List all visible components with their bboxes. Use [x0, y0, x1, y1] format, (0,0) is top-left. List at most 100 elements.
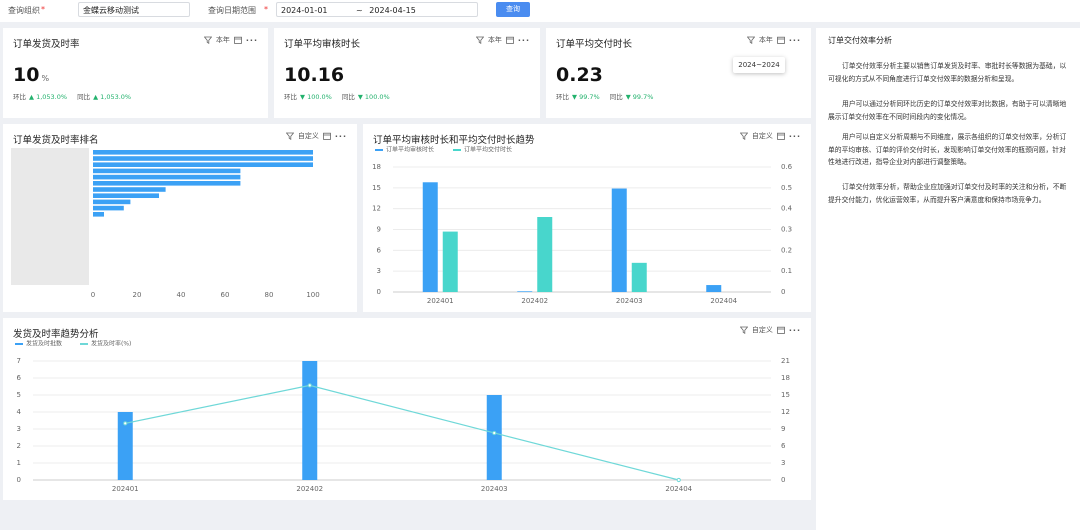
calendar-icon[interactable]: [776, 132, 785, 140]
more-menu[interactable]: ···: [789, 326, 801, 335]
dot: ·: [792, 325, 797, 335]
x-tick-label: 60: [221, 291, 230, 299]
mom-value: ▼ 99.7%: [572, 93, 600, 101]
value: 10.16: [284, 64, 345, 86]
more-menu[interactable]: ···: [335, 132, 347, 141]
mom-label: 环比: [556, 93, 569, 101]
card-title: 订单平均交付时长: [556, 39, 633, 50]
period[interactable]: 自定义: [751, 326, 773, 334]
x-tick-label: 202402: [296, 485, 323, 493]
yoy-value: ▼ 100.0%: [357, 93, 390, 101]
y-tick-label: 1: [17, 459, 21, 467]
date-start: 2024-01-01: [281, 6, 328, 15]
y2-tick-label: 15: [781, 391, 790, 399]
period[interactable]: 本年: [215, 36, 230, 44]
y-tick-label: 5: [17, 391, 21, 399]
y2-tick-label: 0: [781, 288, 785, 296]
card-tools: 本年 ···: [475, 35, 530, 45]
y-tick-label: 18: [372, 163, 381, 171]
period[interactable]: 本年: [487, 36, 502, 44]
calendar-icon[interactable]: [233, 36, 242, 44]
x-tick-label: 202402: [521, 297, 548, 305]
y-tick-label: 0: [377, 288, 381, 296]
y2-tick-label: 0.1: [781, 267, 792, 275]
y-tick-label: 0: [17, 476, 21, 484]
date-input[interactable]: 2024-01-01 ~ 2024-04-15: [276, 2, 478, 17]
x-tick-label: 80: [265, 291, 274, 299]
more-menu[interactable]: ···: [246, 36, 258, 45]
comparison: 环比 ▲ 1,053.0% 同比 ▲ 1,053.0%: [13, 91, 141, 101]
filter-icon[interactable]: [203, 36, 212, 44]
chart: 发货及时批数 发货及时率(%)01234567036912151821202401…: [15, 340, 790, 493]
period[interactable]: 自定义: [751, 132, 773, 140]
filter-icon[interactable]: [475, 36, 484, 44]
filter-icon[interactable]: [746, 36, 755, 44]
chart-title: 发货及时率趋势分析: [13, 329, 99, 340]
comparison: 环比 ▼ 99.7% 同比 ▼ 99.7%: [556, 91, 663, 101]
bar: [93, 156, 313, 161]
x-tick-label: 202401: [112, 485, 139, 493]
card-tools: 本年 ···: [203, 35, 258, 45]
calendar-icon[interactable]: [776, 36, 785, 44]
y2-tick-label: 6: [781, 442, 786, 450]
bar: [93, 174, 241, 180]
more-menu[interactable]: ···: [518, 36, 530, 45]
mom-value: ▼ 100.0%: [300, 93, 332, 101]
chart-card: 发货及时率趋势分析 自定义 ··· 发货及时批数 发货及时率(%) 0 1 2 3 4 5 6 7 0 3 6…: [3, 318, 811, 500]
y2-tick-label: 0.5: [781, 184, 792, 192]
y-tick-label: 3: [17, 425, 21, 433]
x-tick-label: 40: [177, 291, 186, 299]
bar: [93, 212, 104, 217]
period[interactable]: 自定义: [297, 132, 319, 140]
kpi-value: 10.16: [284, 64, 344, 86]
calendar: [776, 36, 785, 44]
tooltip: 2024~2024: [733, 57, 785, 73]
card-tools: 本年 ···: [746, 35, 801, 45]
y-tick-label: 4: [17, 408, 22, 416]
bar: [517, 291, 533, 292]
x-tick-label: 202401: [427, 297, 454, 305]
dot: ·: [249, 35, 254, 45]
filter-icon[interactable]: [739, 326, 748, 334]
calendar-icon[interactable]: [505, 36, 514, 44]
dot: ·: [792, 131, 797, 141]
x-tick-label: 100: [306, 291, 319, 299]
filter-icon[interactable]: [739, 132, 748, 140]
value: 0.23: [556, 64, 603, 86]
dot: ·: [525, 35, 530, 45]
bar: [422, 182, 438, 292]
query-button[interactable]: 查询: [496, 2, 530, 17]
calendar-icon[interactable]: [776, 326, 785, 334]
y-tick-label: 9: [377, 226, 381, 234]
point: [492, 430, 497, 436]
mom-value: ▲ 1,053.0%: [29, 93, 68, 101]
yoy-label: 同比: [77, 93, 91, 101]
card-tools: 自定义 ···: [285, 131, 347, 141]
filter-icon[interactable]: [285, 132, 294, 140]
bar: [93, 187, 166, 192]
paragraph: 用户可以自定义分析周期与不同维度，展示各组织的订单交付效率，分析订单的平均审核、…: [828, 133, 1067, 166]
calendar-icon[interactable]: [322, 132, 331, 140]
y2-tick-label: 0.6: [781, 163, 793, 171]
date-sep: ~: [356, 6, 363, 15]
x-tick-label: 0: [91, 291, 95, 299]
dot: ·: [245, 35, 250, 45]
more-menu[interactable]: ···: [789, 132, 801, 141]
dot: ·: [796, 35, 801, 45]
x-tick-label: 202404: [710, 297, 737, 305]
period[interactable]: 本年: [758, 36, 773, 44]
y2-tick-label: 0: [781, 476, 785, 484]
required-mark: *: [41, 5, 45, 14]
bar: [93, 205, 124, 211]
dot: ·: [342, 131, 347, 141]
bar: [706, 285, 722, 292]
unit: %: [41, 74, 50, 83]
dot: ·: [517, 35, 522, 45]
value: 10: [13, 64, 40, 86]
point: [676, 477, 681, 483]
bar: [93, 199, 131, 205]
bar: [486, 395, 502, 480]
org-input[interactable]: 金蝶云移动测试: [78, 2, 190, 17]
analysis-panel: 订单交付效率分析 订单交付效率分析主要以销售订单发货及时率、审批时长等数据为基础…: [816, 28, 1080, 530]
more-menu[interactable]: ···: [789, 36, 801, 45]
